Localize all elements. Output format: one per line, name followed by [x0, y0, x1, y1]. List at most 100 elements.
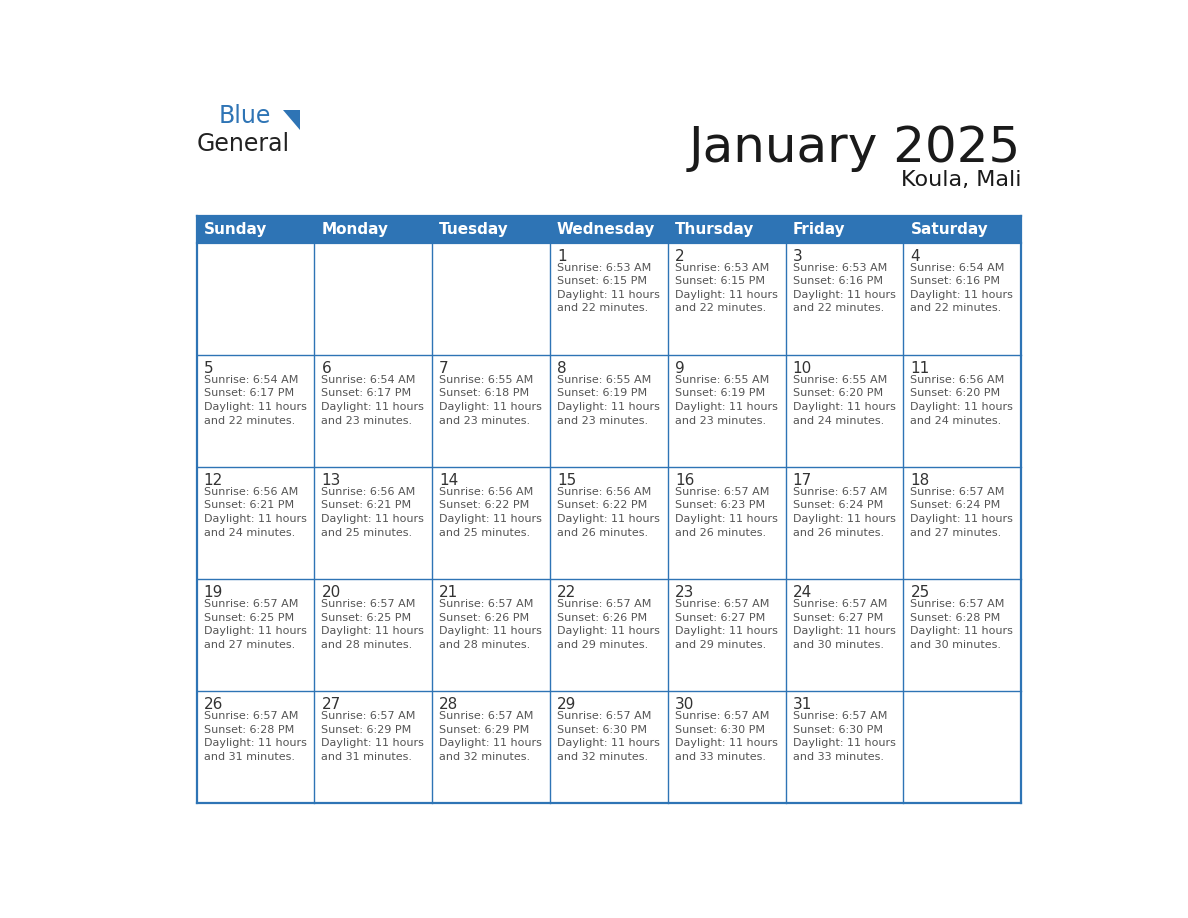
Bar: [196, 691, 315, 803]
Bar: [668, 242, 785, 354]
Text: January 2025: January 2025: [689, 124, 1022, 172]
Text: 18: 18: [910, 473, 930, 488]
Text: Koula, Mali: Koula, Mali: [901, 170, 1022, 190]
Text: 4: 4: [910, 249, 920, 263]
Text: 5: 5: [203, 361, 213, 375]
Bar: [785, 354, 903, 467]
Bar: [315, 467, 432, 579]
Bar: [432, 354, 550, 467]
Text: Monday: Monday: [322, 222, 388, 237]
Bar: [315, 354, 432, 467]
Bar: [432, 467, 550, 579]
Text: Sunrise: 6:57 AM
Sunset: 6:23 PM
Daylight: 11 hours
and 26 minutes.: Sunrise: 6:57 AM Sunset: 6:23 PM Dayligh…: [675, 487, 778, 538]
Text: 7: 7: [440, 361, 449, 375]
Bar: [550, 579, 668, 691]
Bar: [196, 579, 315, 691]
Text: 23: 23: [675, 585, 694, 600]
Text: 19: 19: [203, 585, 223, 600]
Bar: [196, 217, 315, 242]
Text: 10: 10: [792, 361, 811, 375]
Text: 11: 11: [910, 361, 930, 375]
Text: Sunrise: 6:53 AM
Sunset: 6:15 PM
Daylight: 11 hours
and 22 minutes.: Sunrise: 6:53 AM Sunset: 6:15 PM Dayligh…: [557, 263, 659, 313]
Text: Sunday: Sunday: [203, 222, 267, 237]
Text: 22: 22: [557, 585, 576, 600]
Text: 6: 6: [322, 361, 331, 375]
Bar: [550, 242, 668, 354]
Text: 20: 20: [322, 585, 341, 600]
Text: Sunrise: 6:57 AM
Sunset: 6:29 PM
Daylight: 11 hours
and 32 minutes.: Sunrise: 6:57 AM Sunset: 6:29 PM Dayligh…: [440, 711, 542, 762]
Text: 16: 16: [675, 473, 694, 488]
Text: Sunrise: 6:55 AM
Sunset: 6:19 PM
Daylight: 11 hours
and 23 minutes.: Sunrise: 6:55 AM Sunset: 6:19 PM Dayligh…: [557, 375, 659, 426]
Text: Sunrise: 6:55 AM
Sunset: 6:19 PM
Daylight: 11 hours
and 23 minutes.: Sunrise: 6:55 AM Sunset: 6:19 PM Dayligh…: [675, 375, 778, 426]
Bar: [785, 217, 903, 242]
Text: 3: 3: [792, 249, 802, 263]
Bar: [785, 691, 903, 803]
Text: Sunrise: 6:56 AM
Sunset: 6:21 PM
Daylight: 11 hours
and 24 minutes.: Sunrise: 6:56 AM Sunset: 6:21 PM Dayligh…: [203, 487, 307, 538]
Bar: [903, 467, 1022, 579]
Text: Sunrise: 6:55 AM
Sunset: 6:20 PM
Daylight: 11 hours
and 24 minutes.: Sunrise: 6:55 AM Sunset: 6:20 PM Dayligh…: [792, 375, 896, 426]
Bar: [903, 354, 1022, 467]
Text: Sunrise: 6:57 AM
Sunset: 6:27 PM
Daylight: 11 hours
and 29 minutes.: Sunrise: 6:57 AM Sunset: 6:27 PM Dayligh…: [675, 599, 778, 650]
Bar: [550, 467, 668, 579]
Text: 29: 29: [557, 697, 576, 712]
Text: Sunrise: 6:57 AM
Sunset: 6:30 PM
Daylight: 11 hours
and 32 minutes.: Sunrise: 6:57 AM Sunset: 6:30 PM Dayligh…: [557, 711, 659, 762]
Bar: [315, 217, 432, 242]
Bar: [432, 579, 550, 691]
Polygon shape: [284, 110, 301, 130]
Text: 12: 12: [203, 473, 223, 488]
Text: 30: 30: [675, 697, 694, 712]
Text: 17: 17: [792, 473, 811, 488]
Text: Sunrise: 6:53 AM
Sunset: 6:16 PM
Daylight: 11 hours
and 22 minutes.: Sunrise: 6:53 AM Sunset: 6:16 PM Dayligh…: [792, 263, 896, 313]
Text: 26: 26: [203, 697, 223, 712]
Text: 8: 8: [557, 361, 567, 375]
Bar: [432, 242, 550, 354]
Text: Sunrise: 6:57 AM
Sunset: 6:26 PM
Daylight: 11 hours
and 28 minutes.: Sunrise: 6:57 AM Sunset: 6:26 PM Dayligh…: [440, 599, 542, 650]
Bar: [668, 579, 785, 691]
Text: Sunrise: 6:57 AM
Sunset: 6:27 PM
Daylight: 11 hours
and 30 minutes.: Sunrise: 6:57 AM Sunset: 6:27 PM Dayligh…: [792, 599, 896, 650]
Text: 1: 1: [557, 249, 567, 263]
Text: 9: 9: [675, 361, 684, 375]
Bar: [903, 579, 1022, 691]
Text: 31: 31: [792, 697, 811, 712]
Bar: [785, 467, 903, 579]
Text: Blue: Blue: [219, 104, 271, 128]
Text: 21: 21: [440, 585, 459, 600]
Bar: [903, 691, 1022, 803]
Text: Sunrise: 6:56 AM
Sunset: 6:22 PM
Daylight: 11 hours
and 26 minutes.: Sunrise: 6:56 AM Sunset: 6:22 PM Dayligh…: [557, 487, 659, 538]
Text: 24: 24: [792, 585, 811, 600]
Text: Sunrise: 6:57 AM
Sunset: 6:25 PM
Daylight: 11 hours
and 27 minutes.: Sunrise: 6:57 AM Sunset: 6:25 PM Dayligh…: [203, 599, 307, 650]
Text: Sunrise: 6:57 AM
Sunset: 6:28 PM
Daylight: 11 hours
and 30 minutes.: Sunrise: 6:57 AM Sunset: 6:28 PM Dayligh…: [910, 599, 1013, 650]
Text: 14: 14: [440, 473, 459, 488]
Bar: [785, 579, 903, 691]
Text: Sunrise: 6:57 AM
Sunset: 6:28 PM
Daylight: 11 hours
and 31 minutes.: Sunrise: 6:57 AM Sunset: 6:28 PM Dayligh…: [203, 711, 307, 762]
Text: 2: 2: [675, 249, 684, 263]
Bar: [432, 691, 550, 803]
Text: Sunrise: 6:53 AM
Sunset: 6:15 PM
Daylight: 11 hours
and 22 minutes.: Sunrise: 6:53 AM Sunset: 6:15 PM Dayligh…: [675, 263, 778, 313]
Text: Sunrise: 6:57 AM
Sunset: 6:30 PM
Daylight: 11 hours
and 33 minutes.: Sunrise: 6:57 AM Sunset: 6:30 PM Dayligh…: [675, 711, 778, 762]
Text: Sunrise: 6:57 AM
Sunset: 6:30 PM
Daylight: 11 hours
and 33 minutes.: Sunrise: 6:57 AM Sunset: 6:30 PM Dayligh…: [792, 711, 896, 762]
Text: Saturday: Saturday: [910, 222, 988, 237]
Text: Sunrise: 6:55 AM
Sunset: 6:18 PM
Daylight: 11 hours
and 23 minutes.: Sunrise: 6:55 AM Sunset: 6:18 PM Dayligh…: [440, 375, 542, 426]
Bar: [315, 691, 432, 803]
Bar: [668, 354, 785, 467]
Text: Sunrise: 6:56 AM
Sunset: 6:21 PM
Daylight: 11 hours
and 25 minutes.: Sunrise: 6:56 AM Sunset: 6:21 PM Dayligh…: [322, 487, 424, 538]
Text: Wednesday: Wednesday: [557, 222, 656, 237]
Text: 28: 28: [440, 697, 459, 712]
Text: Thursday: Thursday: [675, 222, 754, 237]
Text: 25: 25: [910, 585, 930, 600]
Bar: [432, 217, 550, 242]
Text: Sunrise: 6:57 AM
Sunset: 6:24 PM
Daylight: 11 hours
and 27 minutes.: Sunrise: 6:57 AM Sunset: 6:24 PM Dayligh…: [910, 487, 1013, 538]
Bar: [903, 217, 1022, 242]
Bar: [315, 579, 432, 691]
Bar: [550, 354, 668, 467]
Text: Sunrise: 6:57 AM
Sunset: 6:25 PM
Daylight: 11 hours
and 28 minutes.: Sunrise: 6:57 AM Sunset: 6:25 PM Dayligh…: [322, 599, 424, 650]
Text: Friday: Friday: [792, 222, 845, 237]
Bar: [550, 691, 668, 803]
Text: Sunrise: 6:56 AM
Sunset: 6:20 PM
Daylight: 11 hours
and 24 minutes.: Sunrise: 6:56 AM Sunset: 6:20 PM Dayligh…: [910, 375, 1013, 426]
Bar: [550, 217, 668, 242]
Bar: [903, 242, 1022, 354]
Text: Sunrise: 6:57 AM
Sunset: 6:29 PM
Daylight: 11 hours
and 31 minutes.: Sunrise: 6:57 AM Sunset: 6:29 PM Dayligh…: [322, 711, 424, 762]
Bar: [668, 691, 785, 803]
Text: 27: 27: [322, 697, 341, 712]
Bar: [196, 467, 315, 579]
